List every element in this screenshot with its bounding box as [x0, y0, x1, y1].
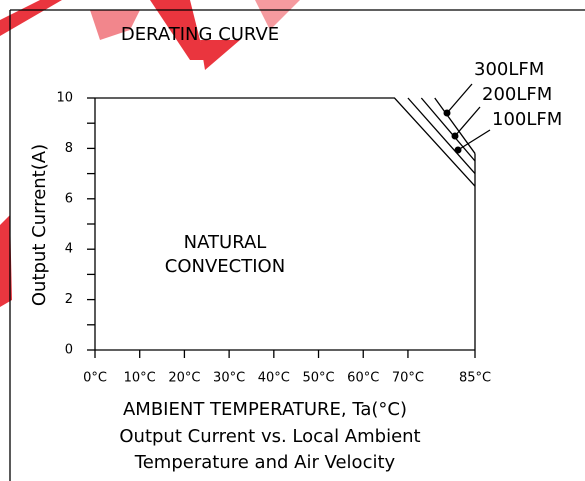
y-tick-label: 8: [65, 141, 73, 156]
series-label-line: CONVECTION: [165, 256, 285, 277]
x-tick-label: 30°C: [213, 371, 245, 386]
leader-line: [446, 83, 473, 114]
chart-title: DERATING CURVE: [121, 24, 279, 45]
x-tick-label: 0°C: [83, 371, 107, 386]
leader-line: [457, 129, 491, 151]
x-tick-label: 50°C: [302, 371, 334, 386]
x-tick-label: 70°C: [392, 371, 424, 386]
series-line: [434, 97, 476, 154]
y-tick-label: 6: [65, 191, 73, 206]
y-axis-label: Output Current(A): [29, 144, 50, 306]
legend-dot: [451, 132, 459, 140]
series-label: NATURAL CONVECTION: [165, 232, 285, 277]
y-tick-label: 10: [56, 91, 73, 106]
x-axis-label: AMBIENT TEMPERATURE, Ta(°C): [123, 399, 407, 420]
x-tick-label: 40°C: [258, 371, 290, 386]
caption: Output Current vs. Local Ambient: [119, 426, 420, 447]
legend-dot: [443, 109, 451, 117]
legend-label: 200LFM: [482, 84, 552, 105]
series-line: [420, 97, 476, 162]
watermark: [0, 0, 300, 308]
y-tick-label: 2: [65, 292, 73, 307]
x-tick-label: 85°C: [459, 371, 491, 386]
y-tick-label: 0: [65, 343, 73, 358]
legend-dot: [454, 146, 462, 154]
leader-line: [454, 106, 481, 137]
legend-label: 300LFM: [474, 59, 544, 80]
series-label-line: NATURAL: [184, 232, 267, 253]
caption: Temperature and Air Velocity: [134, 452, 396, 473]
x-tick-label: 20°C: [168, 371, 200, 386]
series-line: [407, 97, 476, 175]
x-tick-label: 60°C: [347, 371, 379, 386]
legend-label: 100LFM: [492, 109, 562, 130]
x-tick-label: 10°C: [124, 371, 156, 386]
series-line: [95, 97, 476, 187]
y-tick-label: 4: [65, 242, 73, 257]
